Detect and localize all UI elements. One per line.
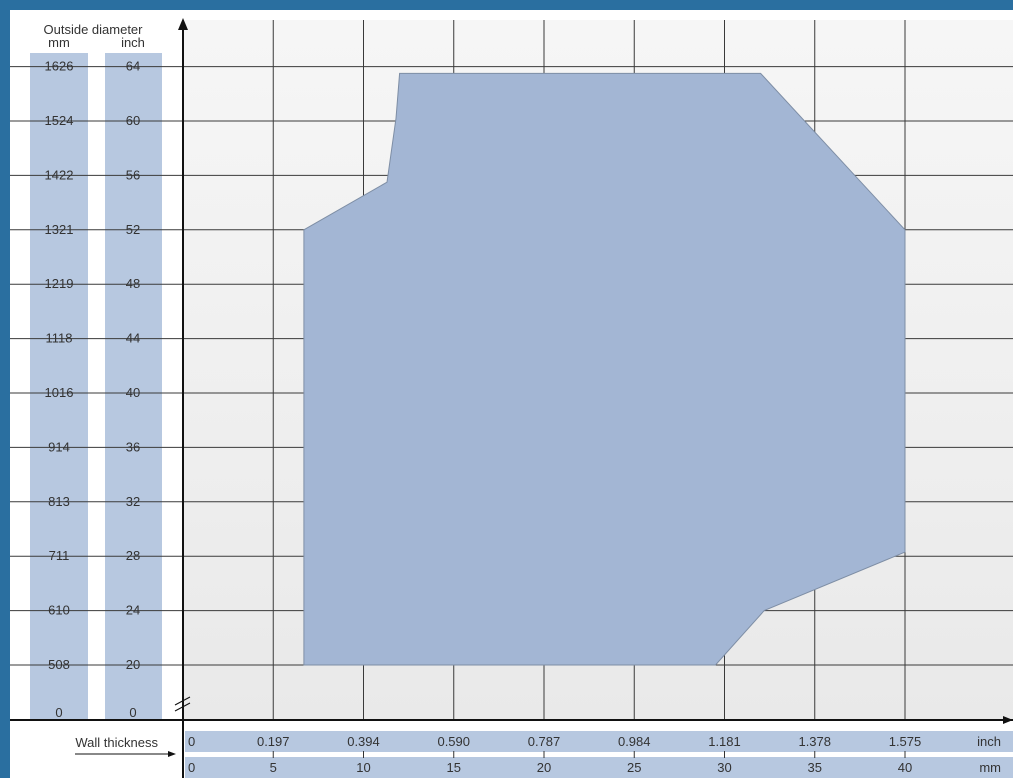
x-tick-label-mm: 20 [537,760,551,775]
x-unit-inch: inch [977,734,1001,749]
axis-break [174,696,191,706]
y-tick-label-inch: 64 [126,59,140,74]
x-tick-label-inch: 0.590 [437,734,470,749]
x-tick-band-mm [185,757,1013,778]
y-column-mm [30,53,88,720]
y-tick-label-inch: 48 [126,276,140,291]
x-tick-label-mm: 10 [356,760,370,775]
x-tick-label-mm: 5 [270,760,277,775]
y-axis-title: Outside diameter [44,22,144,37]
x-tick-label-inch: 1.181 [708,734,741,749]
x-tick-label-inch: 0.787 [528,734,561,749]
y-tick-label-mm: 1626 [45,59,74,74]
y-tick-label-mm: 914 [48,439,70,454]
y-column-inch [105,53,162,720]
y-tick-label-mm: 508 [48,657,70,672]
y-tick-label-mm: 0 [55,705,62,720]
y-tick-label-inch: 36 [126,439,140,454]
x-unit-mm: mm [979,760,1001,775]
x-tick-label-mm: 40 [898,760,912,775]
y-tick-label-mm: 1016 [45,385,74,400]
axes [10,18,1013,778]
y-unit-inch: inch [121,35,145,50]
x-tick-label-mm: 35 [808,760,822,775]
y-tick-label-inch: 20 [126,657,140,672]
y-tick-label-inch: 40 [126,385,140,400]
y-tick-label-inch: 56 [126,167,140,182]
series-area [303,72,906,666]
y-tick-label-mm: 610 [48,603,70,618]
chart-panel: 0 0 508 20 610 24 711 28 813 32 914 36 1016 40 1118 44 1… [10,10,1013,778]
y-tick-label-mm: 1219 [45,276,74,291]
y-axis-arrow [178,18,188,30]
y-tick-label-mm: 1118 [46,331,73,346]
x-axis-arrow [1003,716,1013,724]
y-tick-label-inch: 44 [126,331,140,346]
y-tick-columns [30,53,162,720]
x-tick-label-mm: 15 [447,760,461,775]
x-tick-label-mm: 25 [627,760,641,775]
x-axis-title: Wall thickness [75,735,158,750]
y-tick-label-inch: 0 [129,705,136,720]
y-tick-label-inch: 32 [126,494,140,509]
axis-break [174,702,191,712]
y-tick-label-inch: 52 [126,222,140,237]
y-tick-labels: 0 0 508 20 610 24 711 28 813 32 914 36 1016 40 1118 44 1… [45,59,141,720]
y-unit-mm: mm [48,35,70,50]
y-tick-label-inch: 60 [126,113,140,128]
x-tick-label-inch: 0.394 [347,734,380,749]
y-tick-label-mm: 813 [48,494,70,509]
x-tick-label-mm: 0 [188,760,195,775]
chart: 0 0 508 20 610 24 711 28 813 32 914 36 1016 40 1118 44 1… [10,18,1013,778]
x-tick-label-inch: 0.984 [618,734,651,749]
x-tick-label-inch: 0 [188,734,195,749]
x-tick-label-inch: 1.378 [798,734,831,749]
x-tick-label-inch: 1.575 [889,734,922,749]
y-tick-label-mm: 1321 [45,222,74,237]
y-tick-label-mm: 1422 [45,167,74,182]
x-title-arrowhead [168,751,176,757]
x-tick-label-inch: 0.197 [257,734,290,749]
y-tick-label-mm: 711 [49,548,70,563]
x-tick-band-inch [185,731,1013,752]
y-tick-label-inch: 28 [126,548,140,563]
x-tick-labels: 0 0 0.197 5 0.394 10 0.590 15 0.787 20 0.984 25 1.18… [75,731,1013,778]
x-tick-label-mm: 30 [717,760,731,775]
y-tick-label-inch: 24 [126,603,140,618]
y-tick-label-mm: 1524 [45,113,74,128]
